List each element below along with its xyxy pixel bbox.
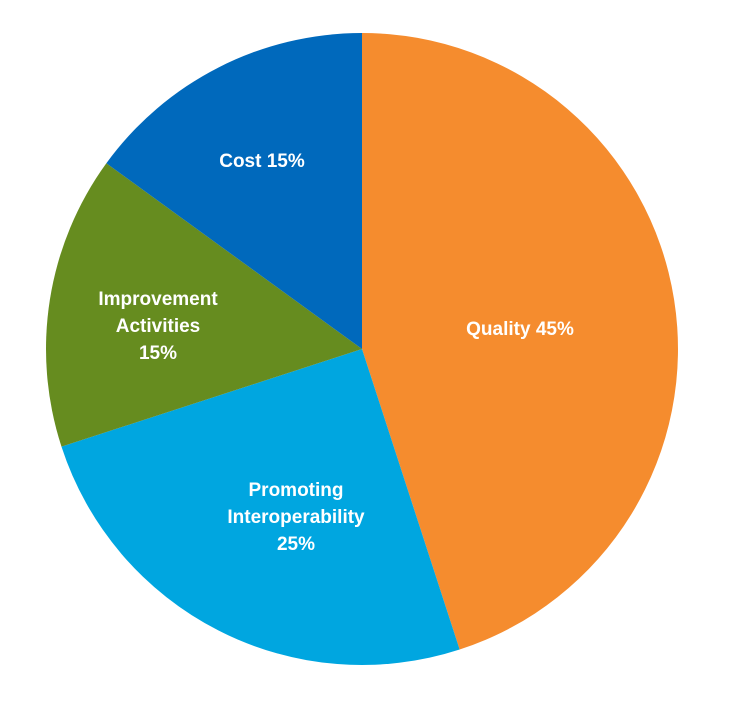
pie-slice-label-0: Quality 45% — [466, 319, 574, 340]
pie-slice-3 — [106, 33, 362, 349]
pie-slice-2 — [46, 163, 363, 447]
pie-slice-label-line: Interoperability — [227, 507, 365, 528]
pie-slice-0 — [362, 33, 678, 650]
pie-slices — [46, 33, 678, 665]
pie-labels: Quality 45% Promoting Interoperability 25% I… — [98, 151, 574, 555]
pie-slice-label-line: 25% — [277, 534, 315, 555]
pie-slice-label-line: Quality 45% — [466, 319, 574, 340]
pie-slice-1 — [61, 349, 460, 665]
pie-slice-label-2: Improvement Activities 15% — [98, 289, 218, 364]
pie-slice-label-1: Promoting Interoperability 25% — [227, 480, 365, 555]
pie-slice-label-line: Activities — [116, 316, 200, 337]
pie-slice-label-line: Promoting — [249, 480, 344, 501]
pie-slice-label-3: Cost 15% — [219, 151, 305, 172]
pie-slice-label-line: Cost 15% — [219, 151, 305, 172]
pie-slice-label-line: Improvement — [98, 289, 218, 310]
pie-slice-label-line: 15% — [139, 343, 177, 364]
